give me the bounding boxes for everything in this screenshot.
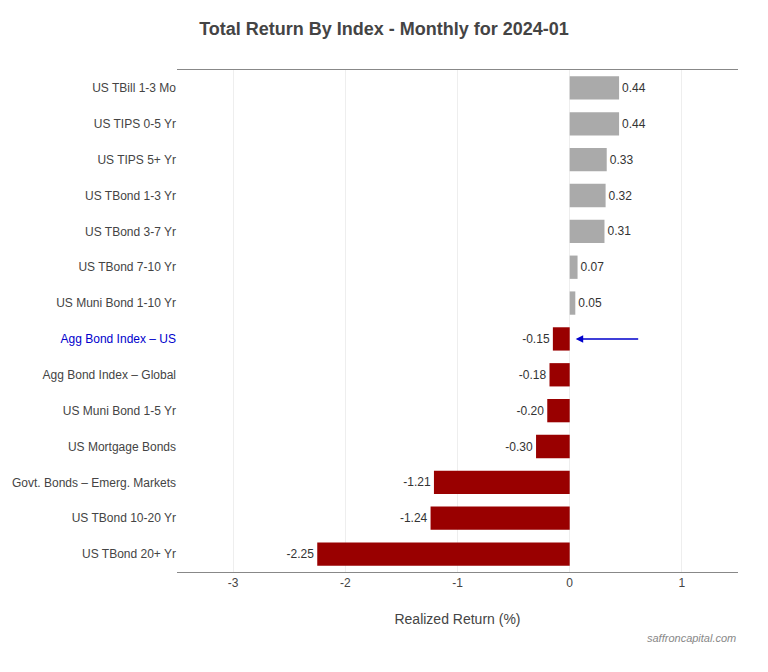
svg-text:US TBond 1-3 Yr: US TBond 1-3 Yr bbox=[85, 189, 176, 203]
svg-text:Realized Return (%): Realized Return (%) bbox=[394, 611, 520, 627]
svg-text:0.33: 0.33 bbox=[610, 153, 634, 167]
svg-text:US TBond 10-20 Yr: US TBond 10-20 Yr bbox=[72, 511, 176, 525]
svg-text:-0.20: -0.20 bbox=[517, 404, 545, 418]
svg-text:-2.25: -2.25 bbox=[287, 547, 315, 561]
svg-text:Agg Bond Index – Global: Agg Bond Index – Global bbox=[43, 368, 176, 382]
svg-text:1: 1 bbox=[679, 576, 686, 590]
svg-text:0.44: 0.44 bbox=[622, 117, 646, 131]
svg-text:US TBond 3-7 Yr: US TBond 3-7 Yr bbox=[85, 225, 176, 239]
svg-text:-0.18: -0.18 bbox=[519, 368, 547, 382]
svg-text:0: 0 bbox=[566, 576, 573, 590]
svg-text:US TBond 20+ Yr: US TBond 20+ Yr bbox=[82, 547, 176, 561]
svg-text:Agg Bond Index – US: Agg Bond Index – US bbox=[61, 332, 176, 346]
svg-text:0.44: 0.44 bbox=[622, 81, 646, 95]
svg-text:US TIPS 0-5 Yr: US TIPS 0-5 Yr bbox=[94, 117, 176, 131]
svg-text:-1.21: -1.21 bbox=[403, 475, 431, 489]
svg-text:0.05: 0.05 bbox=[578, 296, 602, 310]
svg-text:-0.15: -0.15 bbox=[522, 332, 550, 346]
svg-text:-0.30: -0.30 bbox=[505, 440, 533, 454]
svg-text:US TBond 7-10 Yr: US TBond 7-10 Yr bbox=[78, 260, 176, 274]
svg-text:Total Return By Index - Monthl: Total Return By Index - Monthly for 2024… bbox=[199, 19, 569, 39]
svg-text:US Mortgage Bonds: US Mortgage Bonds bbox=[68, 440, 176, 454]
svg-text:Govt. Bonds – Emerg. Markets: Govt. Bonds – Emerg. Markets bbox=[12, 476, 176, 490]
svg-text:US TBill 1-3 Mo: US TBill 1-3 Mo bbox=[92, 81, 176, 95]
svg-text:-3: -3 bbox=[228, 576, 239, 590]
svg-text:US TIPS 5+ Yr: US TIPS 5+ Yr bbox=[97, 153, 176, 167]
svg-text:US Muni Bond 1-5 Yr: US Muni Bond 1-5 Yr bbox=[63, 404, 176, 418]
svg-text:-1: -1 bbox=[452, 576, 463, 590]
svg-text:0.07: 0.07 bbox=[581, 260, 605, 274]
svg-text:-2: -2 bbox=[340, 576, 351, 590]
svg-text:saffroncapital.com: saffroncapital.com bbox=[647, 632, 736, 644]
svg-text:0.31: 0.31 bbox=[607, 224, 631, 238]
svg-text:0.32: 0.32 bbox=[609, 189, 633, 203]
svg-text:-1.24: -1.24 bbox=[400, 511, 428, 525]
svg-text:US Muni Bond 1-10 Yr: US Muni Bond 1-10 Yr bbox=[56, 296, 176, 310]
